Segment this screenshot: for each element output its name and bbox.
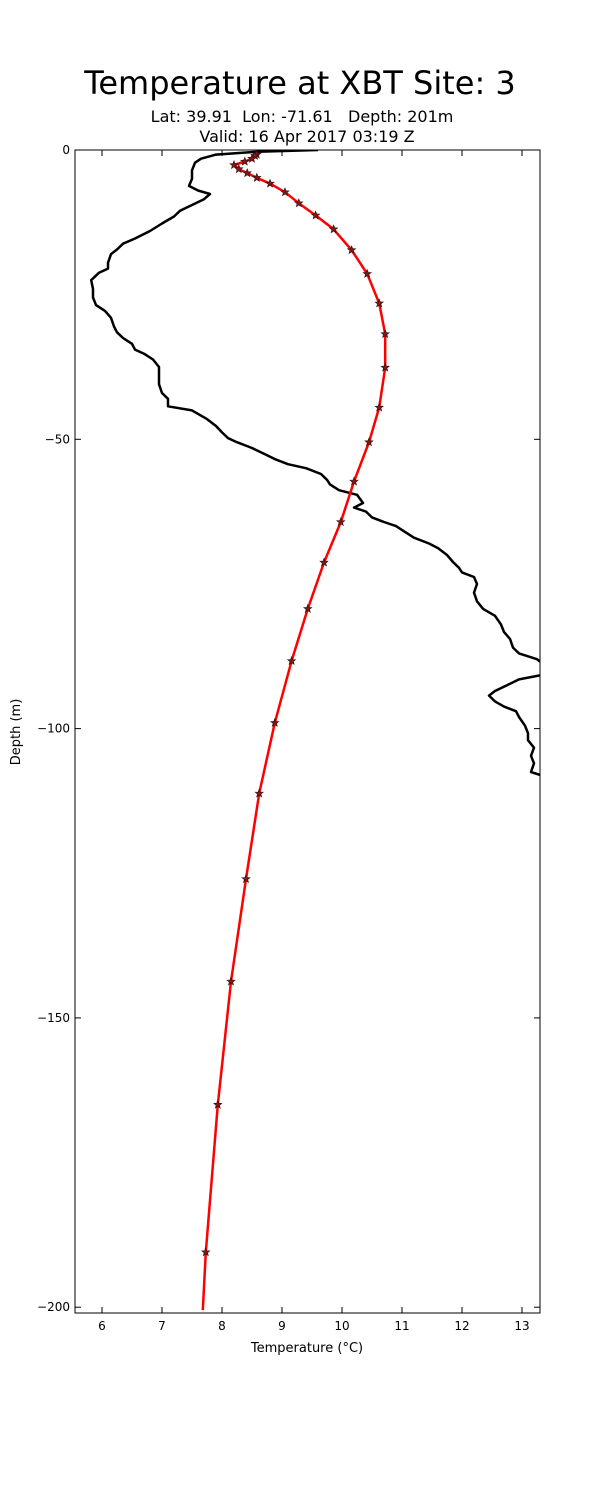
- star-marker: [247, 153, 257, 163]
- chart-title: Temperature at XBT Site: 3: [83, 64, 516, 102]
- star-marker: [293, 198, 304, 208]
- star-marker: [364, 437, 374, 447]
- y-tick-label: −150: [37, 1011, 70, 1025]
- star-marker: [242, 168, 253, 178]
- star-marker: [251, 172, 262, 182]
- chart-subtitle-valid-time: Valid: 16 Apr 2017 03:19 Z: [199, 127, 414, 146]
- y-axis-label: Depth (m): [9, 699, 24, 766]
- star-marker: [302, 603, 313, 613]
- y-tick-label: −200: [37, 1300, 70, 1314]
- star-marker: [265, 178, 275, 188]
- star-marker: [374, 402, 385, 412]
- star-marker: [254, 788, 265, 798]
- plot-area: 6 7 8 9 10 11 12 13 0 −50 −100 −150 −200: [37, 143, 540, 1333]
- star-marker: [319, 557, 329, 567]
- star-marker: [213, 1099, 223, 1109]
- x-tick-label: 6: [98, 1319, 106, 1333]
- star-marker: [200, 1247, 211, 1257]
- model-temperature-line: [201, 153, 387, 1311]
- x-axis-label: Temperature (°C): [250, 1341, 363, 1356]
- star-marker: [374, 298, 385, 308]
- x-tick-label: 7: [158, 1319, 166, 1333]
- star-marker: [280, 187, 290, 197]
- plot-frame: [74, 149, 541, 1314]
- star-marker: [241, 873, 251, 884]
- star-marker: [234, 164, 244, 174]
- star-marker: [310, 210, 321, 220]
- star-marker: [362, 268, 373, 278]
- y-tick-label: −50: [45, 432, 70, 446]
- star-marker: [380, 362, 391, 372]
- star-marker: [229, 159, 239, 170]
- x-tick-label: 13: [514, 1319, 529, 1333]
- x-tick-label: 10: [334, 1319, 349, 1333]
- star-marker: [346, 245, 357, 255]
- y-tick-label: 0: [62, 143, 70, 157]
- y-tick-label: −100: [37, 722, 70, 736]
- star-marker: [349, 476, 359, 486]
- star-marker: [239, 156, 250, 166]
- chart-subtitle-location: Lat: 39.91 Lon: -71.61 Depth: 201m: [151, 107, 454, 126]
- star-marker: [328, 224, 339, 234]
- observed-temperature-line: [89, 150, 540, 777]
- star-marker: [226, 976, 236, 986]
- star-marker: [335, 516, 346, 527]
- x-tick-label: 12: [454, 1319, 469, 1333]
- star-marker: [286, 655, 297, 665]
- x-tick-label: 11: [394, 1319, 409, 1333]
- x-tick-label: 9: [278, 1319, 286, 1333]
- x-tick-label: 8: [218, 1319, 226, 1333]
- star-marker: [269, 717, 280, 727]
- star-marker: [380, 329, 390, 339]
- series-group: [89, 150, 540, 1311]
